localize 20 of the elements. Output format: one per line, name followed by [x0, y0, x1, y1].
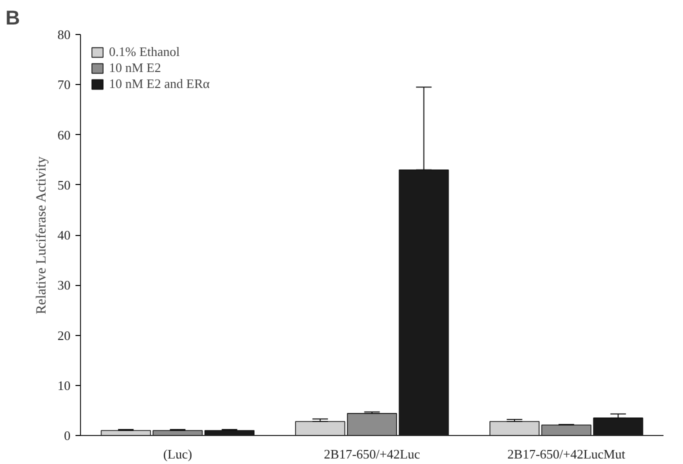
y-tick-label: 40	[58, 228, 70, 242]
x-tick-label: 2B17-650/+42Luc	[324, 446, 420, 462]
text: B	[6, 8, 20, 30]
y-tick-label: 60	[58, 127, 70, 142]
x-tick-label: 2B17-650/+42LucMut	[507, 446, 626, 462]
y-tick-label: 0	[64, 428, 70, 443]
x-tick-label: (Luc)	[163, 446, 192, 462]
legend-label: 10 nM E2	[109, 60, 161, 76]
y-tick-label: 50	[58, 177, 70, 192]
legend-label: 0.1% Ethanol	[109, 44, 180, 60]
y-tick-label: 70	[58, 77, 70, 92]
y-axis-title: Relative Luciferase Activity	[34, 156, 50, 314]
y-tick-label: 30	[58, 278, 70, 293]
y-tick-label: 80	[58, 27, 70, 42]
legend-label: 10 nM E2 and ERα	[109, 76, 210, 92]
y-tick-label: 20	[58, 328, 70, 343]
bar	[346, 413, 398, 436]
y-tick-label: 10	[58, 378, 70, 393]
bar	[295, 421, 346, 436]
bar	[489, 421, 540, 436]
